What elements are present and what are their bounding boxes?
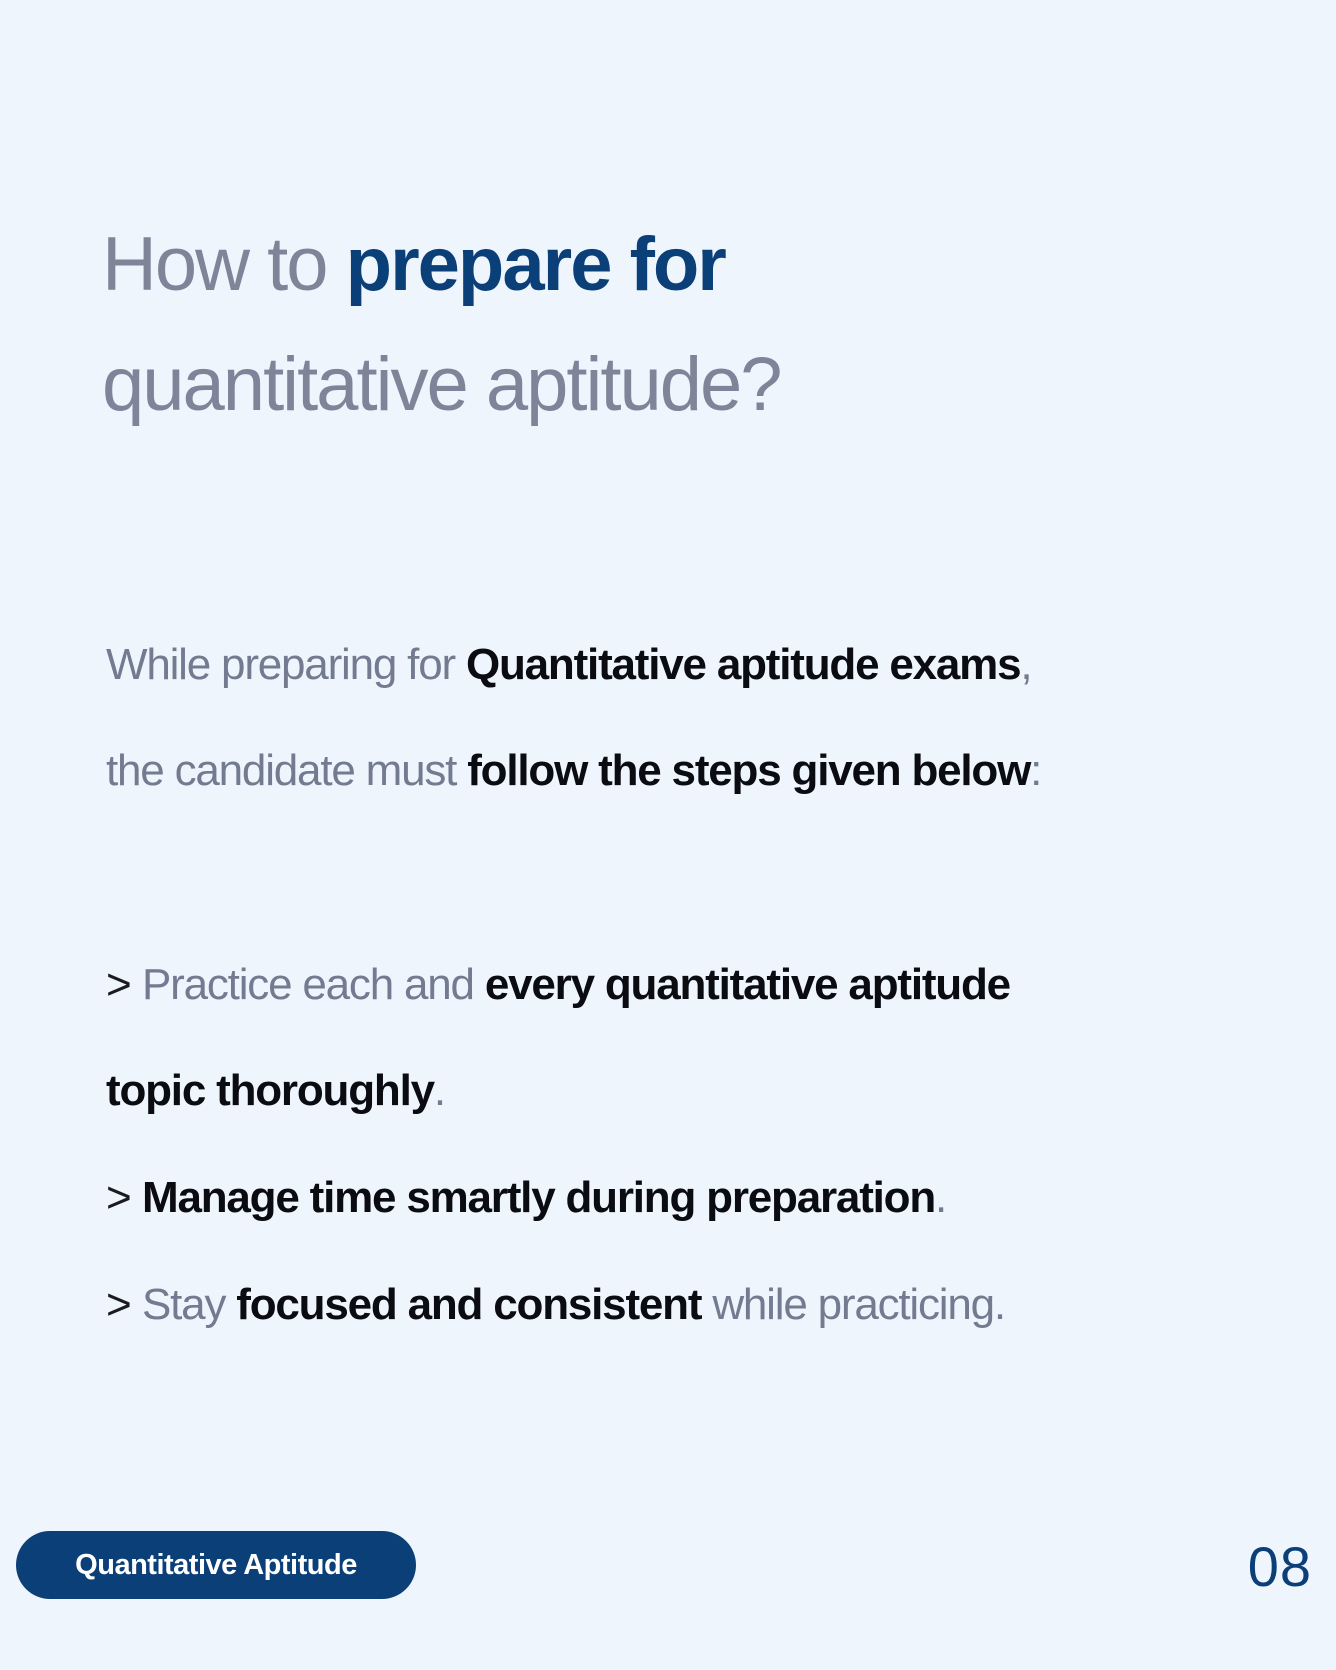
step-1-bold: every quantitative aptitude	[484, 960, 1011, 1009]
chevron-right-icon: >	[106, 960, 132, 1009]
title-accent: prepare for	[345, 222, 727, 307]
intro-line-1: While preparing for Quantitative aptitud…	[106, 640, 1286, 690]
title-part-1: How to	[102, 222, 346, 307]
step-3: > Stay focused and consistent while pract…	[106, 1280, 1286, 1330]
title-part-2: quantitative aptitude?	[102, 342, 783, 427]
intro-line-1-bold: Quantitative aptitude exams	[465, 640, 1022, 689]
step-3-plain-before: Stay	[142, 1280, 237, 1329]
step-1-continuation: topic thoroughly.	[106, 1066, 1286, 1116]
step-2-end: .	[935, 1173, 947, 1222]
step-1-end: .	[433, 1066, 446, 1115]
topic-tag: Quantitative Aptitude	[16, 1531, 416, 1599]
page-number: 08	[1247, 1535, 1312, 1598]
step-2-bold: Manage time smartly during preparation	[142, 1173, 936, 1222]
page-title: How to prepare for quantitative aptitude…	[102, 205, 1252, 445]
step-3-bold: focused and consistent	[236, 1280, 702, 1329]
chevron-right-icon: >	[106, 1280, 132, 1329]
step-1-plain: Practice each and	[142, 960, 485, 1009]
intro-line-2-bold: follow the steps given below	[467, 746, 1031, 795]
intro-line-1-plain: While preparing for	[106, 640, 466, 689]
step-2: > Manage time smartly during preparation.	[106, 1173, 1286, 1223]
intro-line-2-end: :	[1030, 746, 1042, 795]
intro-line-1-end: ,	[1020, 640, 1032, 689]
chevron-right-icon: >	[106, 1173, 132, 1222]
step-3-plain-after: while practicing.	[701, 1280, 1006, 1329]
intro-line-2: the candidate must follow the steps give…	[106, 746, 1286, 796]
step-1-continuation-bold: topic thoroughly	[106, 1066, 435, 1115]
step-1: > Practice each and every quantitative ap…	[106, 960, 1286, 1010]
intro-line-2-plain: the candidate must	[106, 746, 468, 795]
